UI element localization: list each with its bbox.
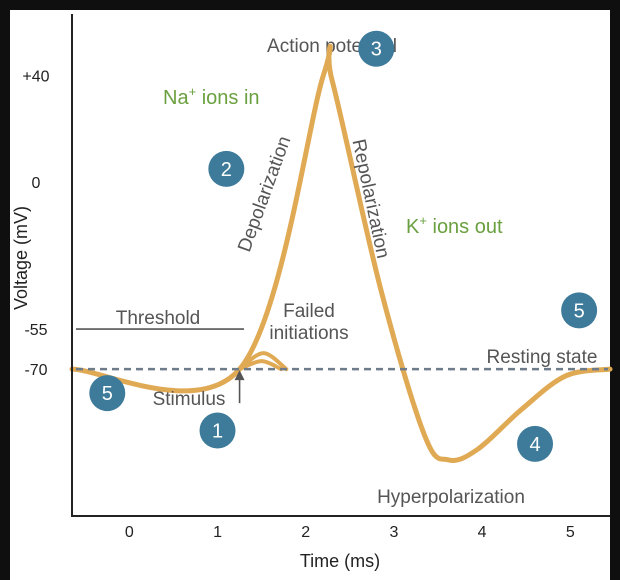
phase-marker-circle [517,425,554,462]
na-ions-label: Na+ ions in [163,84,260,109]
failed-initiations-label-line1: Failed [283,301,335,322]
na-ions-sup: + [189,84,197,99]
x-tick-label: 0 [125,524,134,541]
y-tick-label: 0 [32,175,41,192]
phase-marker-number: 2 [221,159,232,181]
stimulus-label: Stimulus [153,389,226,410]
k-ions-base: K [406,216,420,238]
phase-marker-circle [89,375,126,412]
phase-marker-circle [208,150,245,187]
na-ions-base: Na [163,87,189,109]
failed-initiation-curve [237,359,284,372]
action-potential-curve [69,43,613,463]
x-tick-label: 3 [389,524,398,541]
stimulus-arrow-head [234,370,245,381]
k-ions-sup: + [419,213,427,228]
y-tick-label: -55 [24,322,47,339]
x-tick-label: 5 [566,524,575,541]
phase-marker-number: 1 [212,421,223,443]
hyperpolarization-label: Hyperpolarization [377,487,525,508]
x-tick-label: 2 [301,524,310,541]
phase-marker-circle [358,30,395,67]
x-tick-label: 1 [213,524,222,541]
k-ions-rest: ions out [427,216,503,238]
y-axis-tick-labels: +40 0 -55 -70 [22,68,49,379]
resting-state-label: Resting state [487,347,598,368]
y-tick-label: -70 [24,362,47,379]
x-tick-label: 4 [478,524,487,541]
phase-marker-number: 3 [371,39,382,61]
phase-marker-number: 4 [529,434,540,456]
threshold-label: Threshold [116,308,201,329]
voltage-curves [69,43,613,463]
k-ions-label: K+ ions out [406,213,503,238]
y-axis-label: Voltage (mV) [11,206,31,310]
failed-initiations-label-line2: initiations [269,323,348,344]
phase-marker-circle [561,292,598,329]
phase-marker-circle [199,412,236,449]
x-axis-tick-labels: 0 1 2 3 4 5 [125,524,575,541]
plot-background [10,10,610,580]
y-tick-label: +40 [22,68,49,85]
phase-marker-number: 5 [574,300,585,322]
x-axis-label: Time (ms) [300,551,380,571]
na-ions-rest: ions in [196,87,259,109]
phase-markers: 1 2 3 4 5 5 [89,30,598,462]
phase-marker-number: 5 [102,383,113,405]
